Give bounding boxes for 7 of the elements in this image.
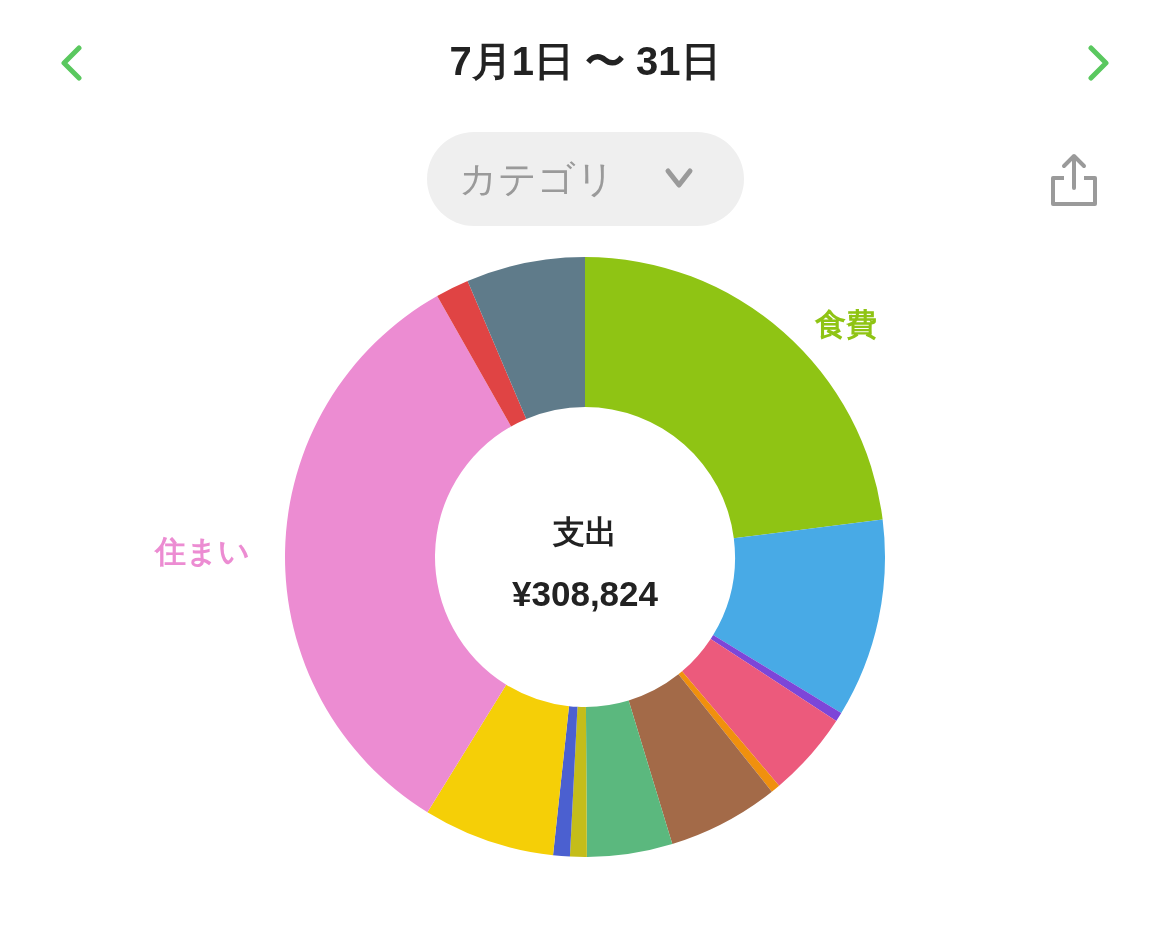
- text: ¥308,824: [512, 573, 659, 613]
- chart-subtitle: カテゴリ: [459, 157, 615, 202]
- slice-label: 食費: [814, 306, 878, 342]
- dropdown-button: カテゴリ: [427, 132, 744, 226]
- slice-label: 住まい: [153, 533, 251, 569]
- chart-title: 7月1日 〜 31日: [448, 38, 722, 85]
- text: 支出: [552, 514, 617, 550]
